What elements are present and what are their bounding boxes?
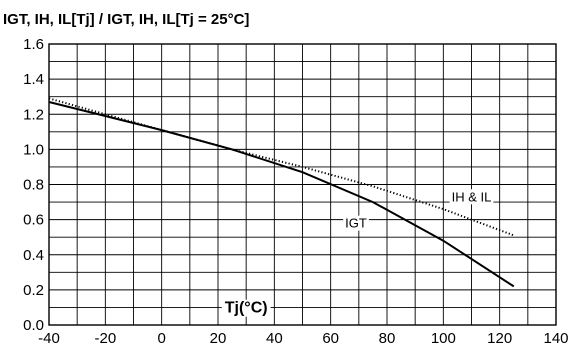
series-layer [48,97,515,288]
x-tick-label: 140 [543,330,568,347]
x-tick-labels: -40 -20 0 20 40 60 80 100 120 140 [38,330,568,347]
y-tick-label: 0.2 [23,282,44,299]
y-tick-label: 0.4 [23,247,44,264]
y-tick-labels: 0.0 0.2 0.4 0.6 0.8 1.0 1.2 1.4 1.6 [23,36,44,334]
series-line-ih-il [48,97,515,237]
y-tick-label: 0.6 [23,212,44,229]
x-tick-label: 40 [266,330,283,347]
y-tick-label: 0.0 [23,317,44,334]
y-tick-label: 1.6 [23,36,44,53]
annotation-background [449,189,494,205]
y-tick-label: 1.0 [23,141,44,158]
grid [48,43,557,326]
annotation-label: IH & IL [452,189,492,204]
x-tick-label: 60 [322,330,339,347]
series-line-igt [48,101,515,288]
x-tick-label: 100 [431,330,456,347]
chart-title: IGT, IH, IL[Tj] / IGT, IH, IL[Tj = 25°C] [3,11,249,28]
x-tick-label: -20 [94,330,116,347]
plot-frame [48,43,557,326]
x-axis-label-background [221,299,271,317]
y-tick-label: 0.8 [23,177,44,194]
x-tick-label: 0 [157,330,165,347]
x-tick-label: 80 [379,330,396,347]
x-tick-label: -40 [38,330,60,347]
annotation-background [343,215,369,231]
y-tick-label: 1.4 [23,71,44,88]
x-tick-label: 120 [487,330,512,347]
y-tick-label: 1.2 [23,106,44,123]
x-tick-label: 20 [210,330,227,347]
x-axis-label: Tj(°C) [225,300,268,317]
annotation-label: IGT [345,216,367,231]
annotations: IGT IH & IL [343,189,494,231]
